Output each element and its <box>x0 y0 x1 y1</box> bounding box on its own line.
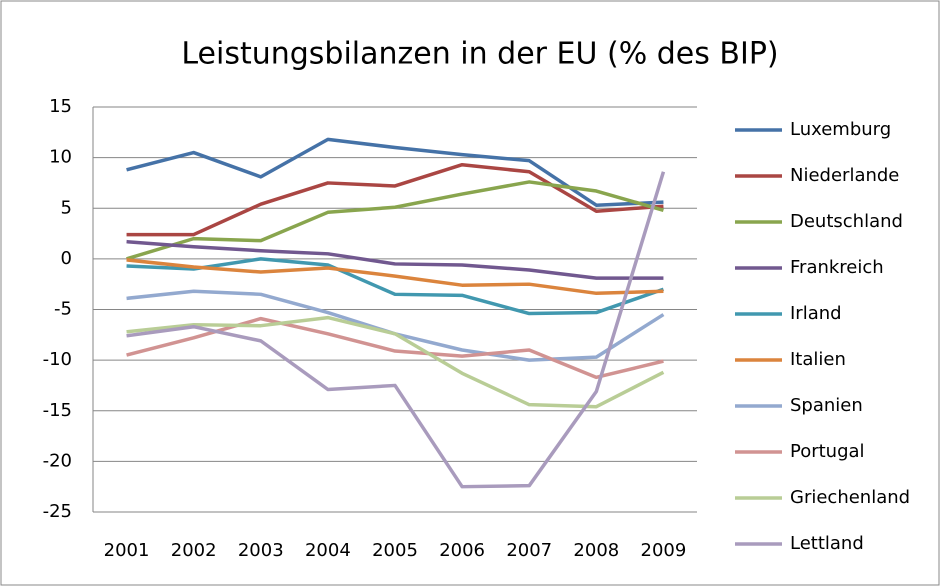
legend-label: Niederlande <box>790 165 899 186</box>
series-line <box>126 258 664 296</box>
series-line <box>126 239 664 280</box>
x-tick-label: 2005 <box>372 540 418 561</box>
legend-label: Griechenland <box>790 487 910 508</box>
series-line <box>126 137 664 207</box>
y-tick-label: -10 <box>43 349 72 370</box>
legend-label: Portugal <box>790 441 865 462</box>
legend-label: Luxemburg <box>790 119 891 140</box>
y-tick-label: 15 <box>49 96 72 117</box>
legend-label: Deutschland <box>790 211 903 232</box>
legend-label: Spanien <box>790 395 863 416</box>
x-tick-label: 2004 <box>305 540 351 561</box>
x-tick-label: 2003 <box>238 540 284 561</box>
x-tick-label: 2001 <box>104 540 150 561</box>
y-tick-label: -25 <box>43 501 72 522</box>
y-tick-label: -5 <box>54 299 72 320</box>
y-tick-label: -20 <box>43 450 72 471</box>
series-line <box>126 315 665 409</box>
y-tick-label: 0 <box>61 248 72 269</box>
chart-title: Leistungsbilanzen in der EU (% des BIP) <box>181 37 778 72</box>
series-line <box>126 180 664 261</box>
y-tick-label: -15 <box>43 400 72 421</box>
legend-label: Lettland <box>790 533 864 554</box>
y-tick-label: 5 <box>61 197 72 218</box>
legend-label: Italien <box>790 349 846 370</box>
x-tick-label: 2008 <box>573 540 619 561</box>
y-tick-label: 10 <box>49 147 72 168</box>
series-line <box>126 171 666 489</box>
x-tick-label: 2009 <box>641 540 687 561</box>
series-line <box>126 257 665 316</box>
series-line <box>126 162 664 237</box>
x-tick-label: 2007 <box>506 540 552 561</box>
x-tick-label: 2006 <box>439 540 485 561</box>
legend-label: Irland <box>790 303 842 324</box>
legend-label: Frankreich <box>790 257 884 278</box>
x-tick-label: 2002 <box>171 540 217 561</box>
